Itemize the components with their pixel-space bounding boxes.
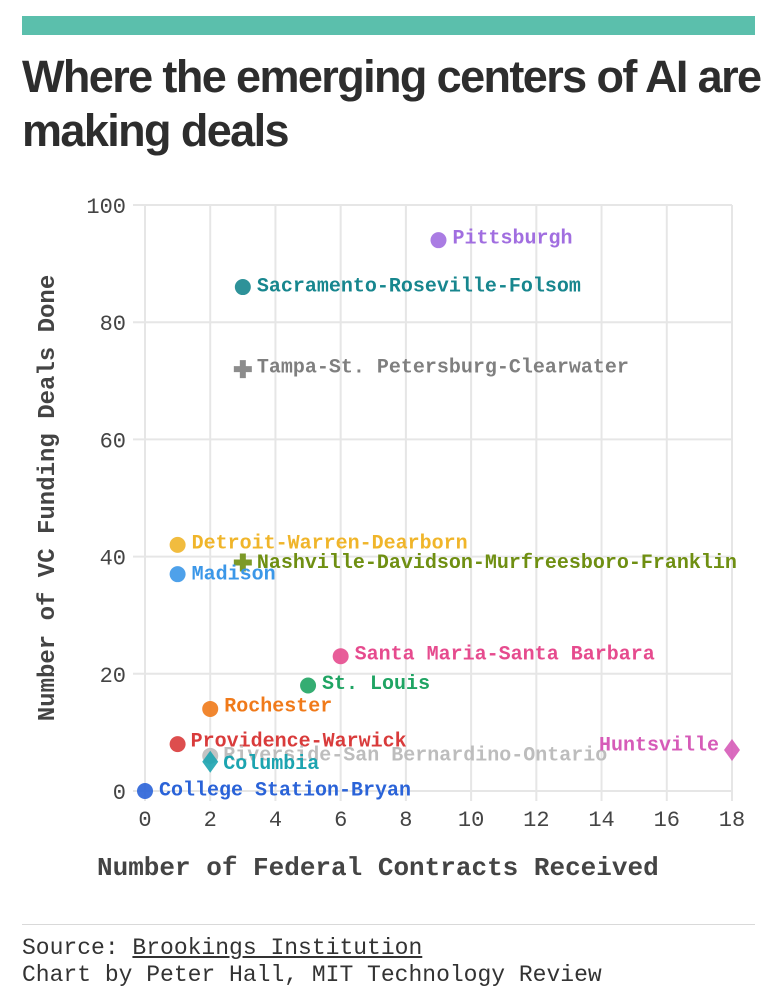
x-tick-label: 12 bbox=[523, 808, 549, 833]
point-labels: Pittsburgh Sacramento-Roseville-Folsom Tam… bbox=[159, 228, 737, 803]
label-nashville-davidson-murfreesboro-franklin: Nashville-Davidson-Murfreesboro-Franklin bbox=[257, 552, 737, 575]
point-santa-maria-santa-barbara bbox=[332, 648, 349, 665]
y-tick-label: 100 bbox=[86, 195, 126, 220]
point-providence-warwick bbox=[169, 736, 186, 753]
label-college-station-bryan: College Station-Bryan bbox=[159, 780, 411, 803]
y-tick-label: 20 bbox=[100, 664, 126, 689]
source-link[interactable]: Brookings Institution bbox=[132, 935, 423, 961]
scatter-chart: 0 20 40 60 80 100 0 2 4 6 8 10 12 14 16 18 Pittsburgh Sa… bbox=[35, 195, 745, 883]
x-tick-label: 10 bbox=[458, 808, 484, 833]
point-columbia bbox=[202, 750, 219, 773]
y-tick-label: 0 bbox=[113, 781, 126, 806]
x-axis-label: Number of Federal Contracts Received bbox=[97, 853, 659, 883]
footer-divider bbox=[22, 924, 755, 925]
x-tick-label: 0 bbox=[138, 808, 151, 833]
credit-line: Chart by Peter Hall, MIT Technology Revi… bbox=[22, 962, 602, 988]
page-title: Where the emerging centers of AI are mak… bbox=[22, 51, 762, 156]
y-tick-label: 80 bbox=[100, 312, 126, 337]
footer: Source: Brookings Institution Chart by P… bbox=[22, 935, 772, 989]
point-nashville-davidson-murfreesboro-franklin bbox=[233, 553, 252, 572]
y-axis-label: Number of VC Funding Deals Done bbox=[35, 275, 62, 721]
source-line: Source: Brookings Institution bbox=[22, 935, 772, 962]
point-detroit-warren-dearborn bbox=[169, 536, 186, 553]
label-huntsville: Huntsville bbox=[599, 734, 719, 757]
label-pittsburgh: Pittsburgh bbox=[453, 228, 573, 251]
label-rochester: Rochester bbox=[224, 695, 332, 718]
point-huntsville bbox=[724, 738, 740, 761]
label-tampa-st-petersburg-clearwater: Tampa-St. Petersburg-Clearwater bbox=[257, 357, 629, 380]
label-providence-warwick: Providence-Warwick bbox=[191, 731, 407, 754]
label-sacramento-roseville-folsom: Sacramento-Roseville-Folsom bbox=[257, 276, 581, 299]
label-columbia: Columbia bbox=[223, 753, 319, 776]
data-points bbox=[137, 232, 740, 799]
point-st-louis bbox=[300, 677, 317, 694]
y-tick-label: 60 bbox=[100, 429, 126, 454]
point-college-station-bryan bbox=[137, 783, 153, 799]
point-pittsburgh bbox=[430, 232, 447, 249]
label-madison: Madison bbox=[192, 564, 276, 587]
top-accent-bar bbox=[22, 16, 755, 35]
point-sacramento-roseville-folsom bbox=[234, 279, 251, 296]
label-detroit-warren-dearborn: Detroit-Warren-Dearborn bbox=[192, 532, 468, 555]
tick-labels: 0 20 40 60 80 100 0 2 4 6 8 10 12 14 16 18 bbox=[86, 195, 745, 833]
x-tick-label: 2 bbox=[204, 808, 217, 833]
label-santa-maria-santa-barbara: Santa Maria-Santa Barbara bbox=[355, 644, 655, 667]
point-tampa-st-petersburg-clearwater bbox=[233, 360, 252, 379]
y-tick-label: 40 bbox=[100, 547, 126, 572]
label-riverside-san-bernardino-ontario: Riverside-San Bernardino-Ontario bbox=[223, 744, 607, 767]
x-tick-label: 18 bbox=[719, 808, 745, 833]
point-rochester bbox=[202, 700, 219, 717]
x-tick-label: 6 bbox=[334, 808, 347, 833]
source-prefix: Source: bbox=[22, 935, 133, 961]
x-tick-label: 4 bbox=[269, 808, 282, 833]
label-st-louis: St. Louis bbox=[322, 673, 430, 696]
grid-lines bbox=[133, 204, 733, 801]
x-tick-label: 16 bbox=[654, 808, 680, 833]
x-tick-label: 8 bbox=[399, 808, 412, 833]
x-tick-label: 14 bbox=[588, 808, 614, 833]
point-madison bbox=[169, 566, 186, 583]
